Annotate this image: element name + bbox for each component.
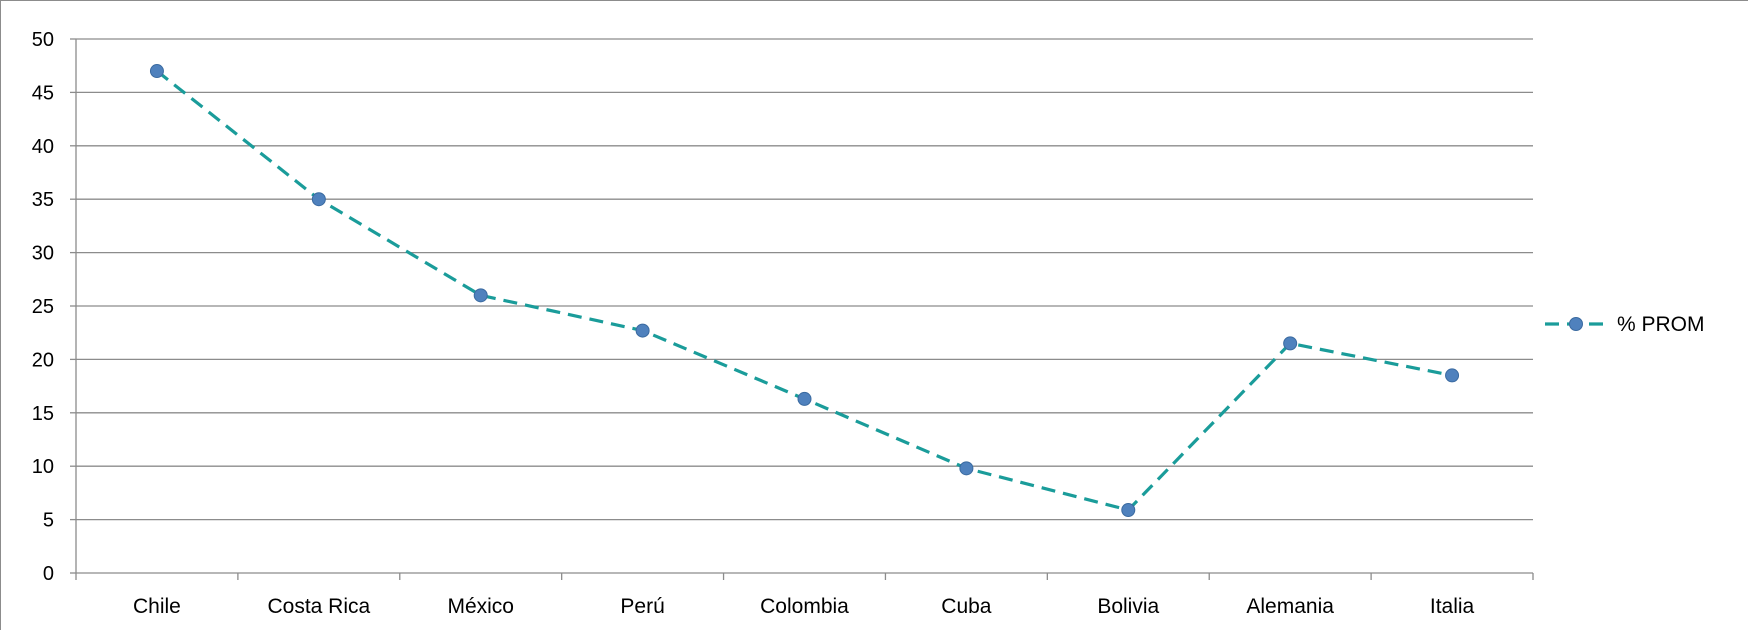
data-point [959,461,974,476]
y-tick-label-0: 0 [43,563,54,585]
x-tick-label: Italia [1430,595,1475,618]
y-tick-label-20: 20 [32,349,54,371]
x-tick-labels: Chile Costa Rica México Perú Colombia Cuba Bol… [133,595,1475,618]
x-tick-label: Chile [133,595,181,618]
y-tick-label-25: 25 [32,296,54,318]
x-tick-label: Alemania [1246,595,1334,618]
y-tick-labels: 0 5 10 15 20 25 30 35 40 45 50 [32,29,54,585]
x-tick-label: Cuba [941,595,992,618]
data-point [473,288,488,303]
data-point [1283,336,1298,351]
y-tick-label-30: 30 [32,243,54,265]
legend-marker-sample [1569,317,1583,331]
y-tick-label-50: 50 [32,29,54,51]
x-tick-label: Perú [620,595,664,618]
y-tick-label-45: 45 [32,82,54,104]
y-tick-label-5: 5 [43,510,54,532]
x-tick-label: México [447,595,514,618]
y-tick-label-40: 40 [32,136,54,158]
data-point [797,391,812,406]
series-line-0 [155,69,1453,512]
data-point [635,323,650,338]
data-point [1445,368,1460,383]
data-point [311,192,326,207]
series-lines [155,69,1453,512]
y-tick-label-10: 10 [32,456,54,478]
x-tick-label: Bolivia [1097,595,1159,618]
legend: % PROM [1545,313,1705,336]
x-tick-label: Colombia [760,595,849,618]
x-tick-label: Costa Rica [267,595,370,618]
y-tick-label-35: 35 [32,189,54,211]
legend-label: % PROM [1617,313,1705,336]
y-tick-label-15: 15 [32,403,54,425]
series-markers [149,64,1460,517]
axes [70,38,1534,580]
gridlines [76,38,1533,521]
data-point [149,64,164,79]
data-point [1121,502,1136,517]
